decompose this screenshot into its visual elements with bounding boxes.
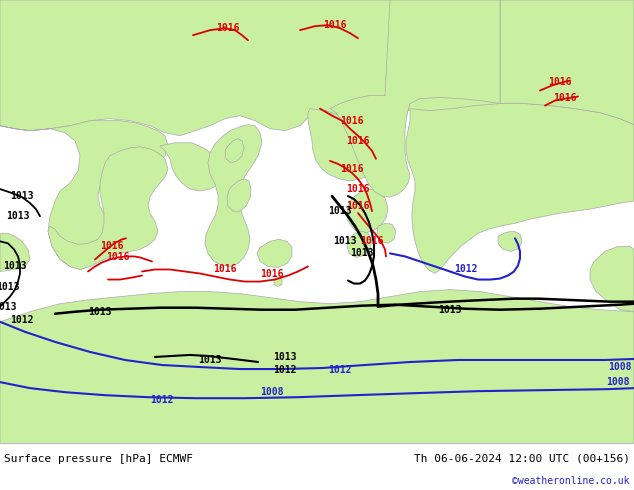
Text: 1013: 1013 <box>198 355 222 365</box>
Text: 1016: 1016 <box>346 184 370 194</box>
Polygon shape <box>347 231 372 257</box>
Text: 1016: 1016 <box>548 77 572 87</box>
Polygon shape <box>48 147 168 270</box>
Text: 1013: 1013 <box>88 307 112 317</box>
Text: Surface pressure [hPa] ECMWF: Surface pressure [hPa] ECMWF <box>4 454 193 464</box>
Polygon shape <box>257 239 292 268</box>
Polygon shape <box>498 231 522 251</box>
Polygon shape <box>347 189 388 233</box>
Text: 1013: 1013 <box>3 262 27 271</box>
Text: 1013: 1013 <box>0 282 20 292</box>
Text: 1016: 1016 <box>346 201 370 211</box>
Text: 1013: 1013 <box>350 248 374 258</box>
Text: 1008: 1008 <box>606 377 630 387</box>
Text: Th 06-06-2024 12:00 UTC (00+156): Th 06-06-2024 12:00 UTC (00+156) <box>414 454 630 464</box>
Text: 1013: 1013 <box>438 305 462 315</box>
Text: 1013: 1013 <box>6 211 30 221</box>
Text: 1016: 1016 <box>213 265 236 274</box>
Text: 1013: 1013 <box>333 236 357 246</box>
Text: 1012: 1012 <box>273 365 297 375</box>
Polygon shape <box>205 124 262 267</box>
Text: 1012: 1012 <box>10 315 34 325</box>
Text: 1016: 1016 <box>360 236 384 246</box>
Polygon shape <box>308 109 388 181</box>
Polygon shape <box>225 139 244 163</box>
Polygon shape <box>0 290 634 443</box>
Polygon shape <box>0 233 30 271</box>
Text: 1012: 1012 <box>328 365 352 375</box>
Text: 1012: 1012 <box>150 395 174 405</box>
Polygon shape <box>227 179 251 211</box>
Polygon shape <box>590 246 634 312</box>
Text: 1016: 1016 <box>216 23 240 33</box>
Polygon shape <box>0 121 168 270</box>
Text: 1013: 1013 <box>273 352 297 362</box>
Polygon shape <box>330 0 500 197</box>
Text: 1016: 1016 <box>260 269 284 278</box>
Text: 1016: 1016 <box>340 116 364 125</box>
Text: 1016: 1016 <box>340 164 364 174</box>
Text: 1013: 1013 <box>328 206 352 216</box>
Text: 1016: 1016 <box>100 242 124 251</box>
Text: 1008: 1008 <box>260 387 284 397</box>
Text: 1016: 1016 <box>323 20 347 30</box>
Text: 1016: 1016 <box>553 93 577 102</box>
Text: 1012: 1012 <box>454 265 478 274</box>
Polygon shape <box>160 143 226 191</box>
Text: 1013: 1013 <box>10 191 34 201</box>
Text: 1013: 1013 <box>0 302 16 312</box>
Text: 1008: 1008 <box>608 362 631 372</box>
Text: 1016: 1016 <box>107 252 130 263</box>
Polygon shape <box>500 0 634 124</box>
Polygon shape <box>274 277 282 287</box>
Polygon shape <box>406 103 634 273</box>
Polygon shape <box>377 223 396 244</box>
Polygon shape <box>0 0 634 139</box>
Text: 1016: 1016 <box>346 136 370 146</box>
Text: ©weatheronline.co.uk: ©weatheronline.co.uk <box>512 476 630 486</box>
